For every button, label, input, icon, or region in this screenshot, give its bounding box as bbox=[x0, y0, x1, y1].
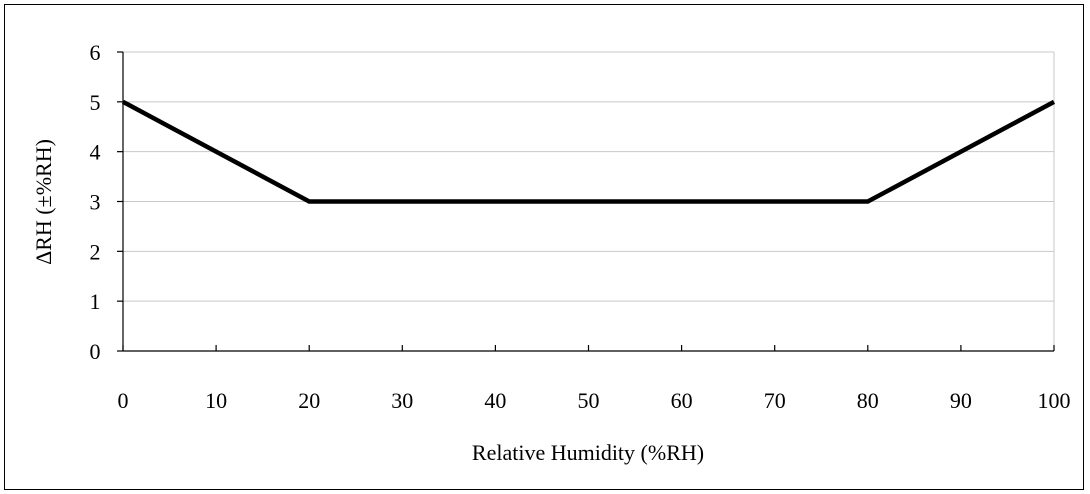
x-tick-label-100: 100 bbox=[1038, 388, 1071, 413]
x-tick-labels: 0 10 20 30 40 50 60 70 80 90 100 bbox=[118, 388, 1071, 413]
x-tick-label-40: 40 bbox=[484, 388, 506, 413]
x-tick-label-10: 10 bbox=[205, 388, 227, 413]
x-tick-label-0: 0 bbox=[118, 388, 129, 413]
y-tick-label-5: 5 bbox=[90, 90, 101, 115]
x-tick-label-30: 30 bbox=[391, 388, 413, 413]
y-tick-label-4: 4 bbox=[90, 140, 101, 165]
y-tick-label-3: 3 bbox=[90, 190, 101, 215]
x-axis-title: Relative Humidity (%RH) bbox=[472, 440, 704, 465]
series-group bbox=[121, 99, 1056, 204]
series-line-0 bbox=[121, 99, 1056, 204]
y-tick-label-6: 6 bbox=[90, 40, 101, 65]
x-tick-label-90: 90 bbox=[950, 388, 972, 413]
x-tick-label-50: 50 bbox=[578, 388, 600, 413]
x-tick-label-70: 70 bbox=[764, 388, 786, 413]
y-tick-label-1: 1 bbox=[90, 289, 101, 314]
x-tick-label-60: 60 bbox=[671, 388, 693, 413]
y-tick-label-2: 2 bbox=[90, 239, 101, 264]
y-tick-labels: 0 1 2 3 4 5 6 bbox=[90, 40, 101, 364]
x-tick-label-80: 80 bbox=[857, 388, 879, 413]
chart-frame bbox=[4, 4, 1084, 490]
y-axis-title: ΔRH (±%RH) bbox=[31, 139, 56, 265]
x-tick-label-20: 20 bbox=[298, 388, 320, 413]
y-tick-label-0: 0 bbox=[90, 339, 101, 364]
gridlines bbox=[123, 51, 1055, 351]
